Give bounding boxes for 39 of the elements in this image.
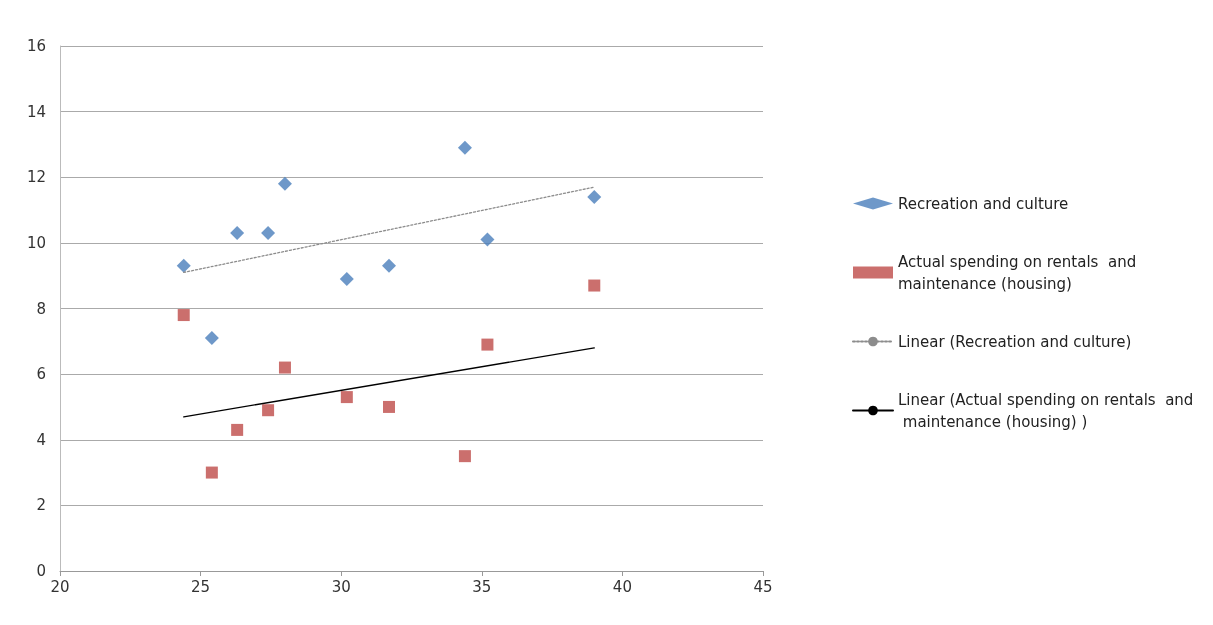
- x-tick-label: 40: [612, 577, 632, 596]
- point: [339, 271, 354, 286]
- y-tick-label: 14: [26, 102, 46, 121]
- point: [382, 258, 396, 273]
- y-tick-label: 6: [36, 365, 46, 384]
- point: [177, 309, 190, 322]
- y-tick-label: 12: [26, 168, 46, 187]
- x-tick-label: 35: [472, 577, 492, 596]
- point: [588, 279, 601, 292]
- y-tick-label: 8: [36, 299, 46, 318]
- point: [205, 466, 218, 479]
- point: [231, 423, 244, 436]
- x-tick-label: 25: [191, 577, 211, 596]
- y-tick-label: 4: [36, 430, 46, 449]
- x-tick-label: 30: [331, 577, 351, 596]
- point: [204, 331, 219, 346]
- y-tick-label: 2: [36, 496, 46, 515]
- point: [458, 450, 471, 463]
- point: [587, 189, 602, 204]
- y-tick-label: 10: [26, 233, 46, 252]
- point: [340, 391, 353, 404]
- legend-label: Linear (Actual spending on rentals and maintenance (housing) ): [898, 390, 1194, 431]
- point: [230, 226, 245, 241]
- point: [262, 404, 275, 417]
- point: [261, 226, 276, 241]
- y-tick-label: 16: [26, 37, 46, 55]
- legend-label: Linear (Recreation and culture): [898, 332, 1132, 351]
- x-tick-label: 20: [50, 577, 70, 596]
- point: [176, 258, 191, 273]
- point: [383, 400, 395, 413]
- point: [457, 140, 472, 155]
- point: [278, 361, 291, 374]
- point: [277, 176, 292, 191]
- legend-label: Actual spending on rentals and maintenance (housing): [898, 252, 1141, 293]
- x-tick-label: 45: [753, 577, 773, 596]
- y-tick-label: 0: [36, 562, 46, 580]
- point: [480, 232, 495, 247]
- legend-label: Recreation and culture: [898, 194, 1069, 213]
- point: [481, 338, 494, 351]
